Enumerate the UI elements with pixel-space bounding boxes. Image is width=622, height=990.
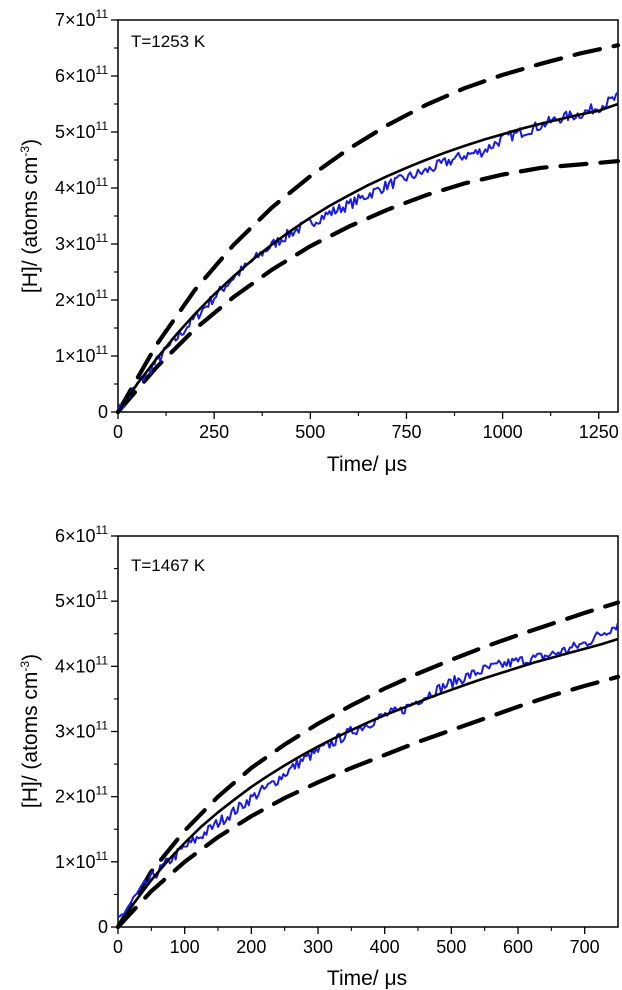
y-tick-label: 3×1011	[55, 719, 108, 742]
x-tick-label: 0	[113, 937, 123, 957]
y-tick-label: 7×1011	[55, 7, 108, 30]
temperature-annotation: T=1467 K	[131, 556, 206, 575]
y-tick-label: 6×1011	[55, 523, 108, 546]
y-tick-label: 0	[98, 402, 108, 422]
y-tick-label: 0	[98, 917, 108, 937]
x-tick-label: 1000	[483, 422, 523, 442]
temperature-annotation: T=1253 K	[131, 32, 206, 51]
x-tick-label: 1250	[579, 422, 619, 442]
series-dashed-bound-2	[115, 43, 621, 415]
x-tick-label: 0	[113, 422, 123, 442]
series-group	[115, 43, 621, 415]
y-tick-label: 6×1011	[55, 63, 108, 86]
series-dashed-bound-3	[115, 674, 621, 930]
y-tick-label: 1×1011	[55, 849, 108, 872]
y-tick-label: 1×1011	[55, 343, 108, 366]
series-dashed-bound-2	[115, 600, 621, 930]
series-experimental-trace	[117, 91, 619, 413]
plot-frame	[117, 535, 619, 928]
series-model-fit	[116, 102, 619, 413]
x-tick-label: 600	[503, 937, 533, 957]
y-tick-label: 4×1011	[55, 175, 108, 198]
x-tick-label: 750	[391, 422, 421, 442]
tick-group: 0 250 500 750 1000 1250 0 1×1011 2×1011 3×1011 4×1…	[55, 7, 619, 442]
chart-panel-t1253: T=1253 K Time/ μs [H]/ (atoms cm-3) 0 250…	[18, 7, 621, 476]
y-axis-title: [H]/ (atoms cm-3)	[18, 654, 42, 808]
y-tick-label: 3×1011	[55, 231, 108, 254]
x-tick-label: 100	[170, 937, 200, 957]
y-tick-label: 4×1011	[55, 653, 108, 676]
x-tick-label: 500	[295, 422, 325, 442]
y-axis-title: [H]/ (atoms cm-3)	[18, 139, 42, 293]
series-dashed-bound-3	[115, 159, 621, 415]
y-tick-label: 2×1011	[55, 287, 108, 310]
x-tick-label: 500	[436, 937, 466, 957]
y-tick-label: 5×1011	[55, 588, 108, 611]
y-tick-label: 5×1011	[55, 119, 108, 142]
x-tick-label: 400	[370, 937, 400, 957]
x-tick-label: 300	[303, 937, 333, 957]
series-model-fit	[116, 637, 619, 928]
x-axis-title: Time/ μs	[327, 967, 407, 990]
x-tick-label: 700	[570, 937, 600, 957]
x-axis-title: Time/ μs	[327, 453, 407, 476]
x-tick-label: 200	[236, 937, 266, 957]
series-experimental-trace	[117, 622, 619, 919]
series-group	[115, 600, 621, 930]
x-tick-label: 250	[199, 422, 229, 442]
chart-panel-t1467: T=1467 K Time/ μs [H]/ (atoms cm-3) 0 100…	[18, 523, 621, 990]
tick-group: 0 100 200 300 400 500 600 700 0 1×1011 2×1011 3×101…	[55, 523, 600, 957]
y-tick-label: 2×1011	[55, 784, 108, 807]
